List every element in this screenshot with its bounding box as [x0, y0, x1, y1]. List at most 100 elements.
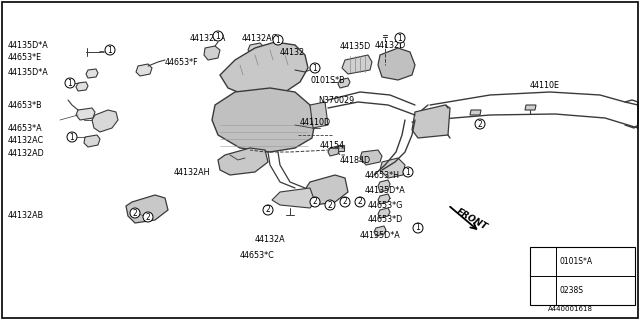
Text: 0238S: 0238S [560, 286, 584, 295]
Text: 1: 1 [70, 132, 74, 141]
Text: 2: 2 [132, 209, 138, 218]
Circle shape [355, 197, 365, 207]
Polygon shape [76, 82, 88, 91]
Polygon shape [342, 55, 372, 74]
Polygon shape [338, 145, 344, 151]
Text: 44135D*A: 44135D*A [8, 41, 49, 50]
Text: 2: 2 [541, 286, 545, 295]
Polygon shape [380, 158, 405, 178]
Circle shape [65, 78, 75, 88]
Circle shape [67, 132, 77, 142]
Text: 2: 2 [328, 201, 332, 210]
Text: 44110D: 44110D [300, 117, 331, 126]
Text: 1: 1 [541, 257, 545, 266]
Circle shape [395, 33, 405, 43]
Text: 0101S*A: 0101S*A [560, 257, 593, 266]
Polygon shape [525, 105, 536, 110]
Circle shape [403, 167, 413, 177]
Text: 44184D: 44184D [340, 156, 371, 164]
Text: 2: 2 [358, 197, 362, 206]
Text: 44132AC: 44132AC [8, 135, 44, 145]
Text: 44135D*A: 44135D*A [8, 68, 49, 76]
Text: 1: 1 [397, 34, 403, 43]
Text: 44653*G: 44653*G [368, 201, 403, 210]
Polygon shape [378, 194, 390, 204]
Circle shape [213, 31, 223, 41]
Polygon shape [220, 42, 308, 98]
Text: 44653*D: 44653*D [368, 215, 403, 225]
Polygon shape [360, 150, 382, 165]
Polygon shape [76, 108, 95, 120]
Circle shape [538, 256, 548, 267]
Text: 2: 2 [477, 119, 483, 129]
Circle shape [310, 197, 320, 207]
Text: 1: 1 [406, 167, 410, 177]
Polygon shape [84, 135, 100, 147]
Circle shape [413, 223, 423, 233]
Circle shape [325, 200, 335, 210]
Text: 44135D*A: 44135D*A [365, 186, 406, 195]
Polygon shape [374, 226, 386, 236]
Circle shape [310, 63, 320, 73]
Text: 2: 2 [312, 197, 317, 206]
Polygon shape [86, 69, 98, 78]
Polygon shape [378, 180, 390, 192]
Circle shape [273, 35, 283, 45]
Bar [530, 247, 635, 305]
Text: 44132AB: 44132AB [8, 211, 44, 220]
Text: 1: 1 [108, 45, 113, 54]
Text: 0101S*B: 0101S*B [310, 76, 344, 84]
Polygon shape [378, 208, 390, 218]
Text: 1: 1 [216, 31, 220, 41]
Polygon shape [136, 64, 152, 76]
Text: 44132AG: 44132AG [242, 34, 279, 43]
Polygon shape [272, 188, 315, 208]
Text: 44110E: 44110E [530, 81, 560, 90]
Polygon shape [248, 43, 264, 55]
Text: 44132: 44132 [280, 47, 305, 57]
Text: 44135D*A: 44135D*A [360, 230, 401, 239]
Polygon shape [310, 102, 328, 128]
Text: 44653*E: 44653*E [8, 52, 42, 61]
Text: 44653*H: 44653*H [365, 171, 400, 180]
Polygon shape [470, 110, 481, 115]
Polygon shape [92, 110, 118, 132]
Text: 44132D: 44132D [375, 41, 406, 50]
Circle shape [263, 205, 273, 215]
Polygon shape [306, 175, 348, 205]
Circle shape [143, 212, 153, 222]
Polygon shape [328, 146, 340, 156]
Text: 1: 1 [312, 63, 317, 73]
Circle shape [538, 285, 548, 296]
Text: 44132AH: 44132AH [174, 167, 211, 177]
Text: 44653*F: 44653*F [165, 58, 198, 67]
Polygon shape [218, 148, 268, 175]
Text: 44132AD: 44132AD [8, 148, 45, 157]
Text: N370029: N370029 [318, 95, 355, 105]
Text: 44154: 44154 [320, 140, 345, 149]
Polygon shape [412, 105, 450, 138]
Text: 44653*C: 44653*C [240, 251, 275, 260]
Text: 44653*A: 44653*A [8, 124, 43, 132]
Text: 1: 1 [415, 223, 420, 233]
Text: 44132A: 44132A [255, 236, 285, 244]
Polygon shape [204, 46, 220, 60]
Circle shape [130, 208, 140, 218]
Polygon shape [212, 88, 315, 152]
Polygon shape [378, 48, 415, 80]
Text: 44653*B: 44653*B [8, 100, 43, 109]
Circle shape [105, 45, 115, 55]
Text: 2: 2 [146, 212, 150, 221]
Text: FRONT: FRONT [455, 207, 489, 232]
Text: 2: 2 [342, 197, 348, 206]
Text: 44132AA: 44132AA [190, 34, 227, 43]
Polygon shape [338, 78, 350, 88]
Text: 1: 1 [68, 78, 72, 87]
Text: A440001618: A440001618 [547, 306, 593, 312]
Circle shape [475, 119, 485, 129]
Text: 44135D: 44135D [340, 42, 371, 51]
Text: 1: 1 [276, 36, 280, 44]
Text: 2: 2 [266, 205, 270, 214]
Circle shape [340, 197, 350, 207]
Polygon shape [126, 195, 168, 223]
